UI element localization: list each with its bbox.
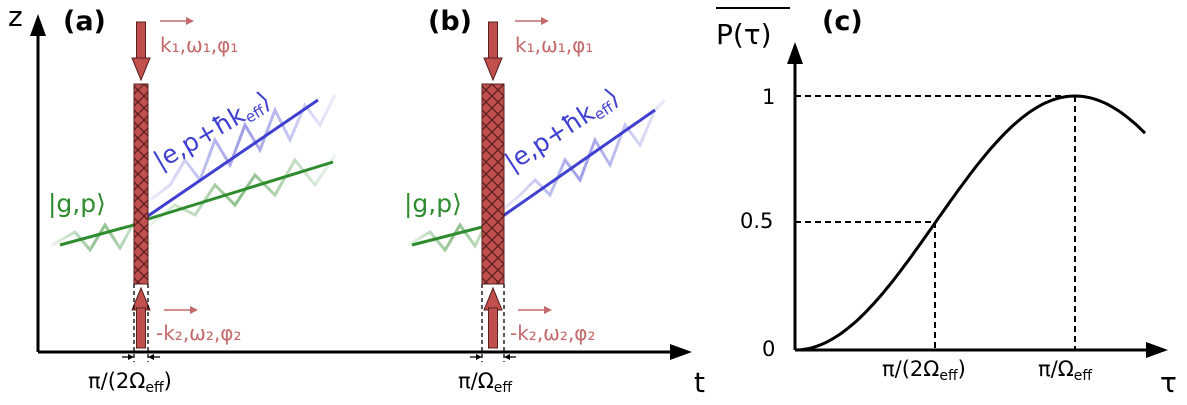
state-excited-label-a: |e,p+ħkeff⟩ xyxy=(149,85,277,177)
pulse-duration-main-b: π/Ω xyxy=(458,369,494,393)
xtick-pi-sub: eff xyxy=(1074,368,1093,384)
axis-label-z: z xyxy=(8,0,23,33)
xtick-half-pi: π/(2Ωeff) xyxy=(882,357,966,384)
beam-arrow-top-b xyxy=(483,21,503,82)
xtick-half-pi-sub: eff xyxy=(939,368,958,384)
panel-label-c: (c) xyxy=(822,6,863,37)
duration-arrowhead-left-b xyxy=(476,354,482,360)
laser-pulse-b xyxy=(481,83,505,285)
xtick-pi-main: π/Ω xyxy=(1038,357,1074,381)
beam-arrow-bottom-a xyxy=(131,286,151,349)
state-ground-label-b: |g,p⟩ xyxy=(404,189,462,218)
beam-arrow-bottom-b xyxy=(483,286,503,349)
excited-trajectory-a xyxy=(144,98,319,220)
duration-arrowhead-left-a xyxy=(128,354,134,360)
axes-ab xyxy=(30,14,692,360)
xlabel-c: τ xyxy=(1160,366,1177,399)
pulse-duration-main-a: π/(2Ω xyxy=(88,369,145,393)
state-excited-main-a: |e,p+ħk xyxy=(149,100,251,176)
vector-arrowhead-k1-a xyxy=(186,17,194,25)
xtick-half-pi-close: ) xyxy=(958,357,966,381)
excited-wavepacket-b xyxy=(499,98,667,214)
duration-arrowhead-right-b xyxy=(504,354,510,360)
vector-arrowhead-k2-a xyxy=(190,306,198,314)
beam-arrow-top-a xyxy=(131,21,151,82)
pulse-duration-label-b: π/Ωeff xyxy=(458,369,512,396)
ground-trajectory-a-in xyxy=(59,220,146,247)
ground-trajectory-a-out xyxy=(144,160,334,222)
beam-label-top-a: k₁,ω₁,φ₁ xyxy=(160,33,238,57)
panel-label-b: (b) xyxy=(428,6,472,37)
pulse-duration-label-a: π/(2Ωeff) xyxy=(88,369,172,396)
pulse-duration-sub-a: eff xyxy=(145,380,164,396)
beam-label-bottom-a: -k₂,ω₂,φ₂ xyxy=(156,321,242,345)
vector-arrowhead-k1-b xyxy=(541,17,549,25)
z-axis-arrowhead xyxy=(30,14,46,36)
xtick-half-pi-main: π/(2Ω xyxy=(882,357,939,381)
pulse-duration-close-a: ) xyxy=(164,369,172,393)
probability-curve xyxy=(794,94,1147,352)
vector-arrowhead-k2-b xyxy=(544,306,552,314)
ytick-0: 0 xyxy=(762,337,775,361)
excited-trajectory-b xyxy=(489,108,656,227)
ground-trajectory-b xyxy=(411,223,491,247)
t-axis-arrowhead xyxy=(670,344,692,360)
duration-arrowhead-right-a xyxy=(148,354,154,360)
ytick-0.5: 0.5 xyxy=(740,209,773,233)
excited-wavepacket-a xyxy=(149,94,337,202)
state-ground-label-a: |g,p⟩ xyxy=(48,189,106,218)
beam-label-bottom-b: -k₂,ω₂,φ₂ xyxy=(510,321,596,345)
ytick-1: 1 xyxy=(762,85,775,109)
laser-pulse-a xyxy=(133,83,149,285)
xtick-pi: π/Ωeff xyxy=(1038,357,1092,384)
axis-label-t: t xyxy=(694,366,705,399)
x-axis-arrowhead-c xyxy=(1146,342,1168,358)
pulse-duration-sub-b: eff xyxy=(494,380,513,396)
ylabel-c: P(τ) xyxy=(716,18,772,51)
y-axis-arrowhead-c xyxy=(787,42,803,64)
beam-label-top-b: k₁,ω₁,φ₁ xyxy=(515,33,593,57)
panel-label-a: (a) xyxy=(63,6,106,37)
